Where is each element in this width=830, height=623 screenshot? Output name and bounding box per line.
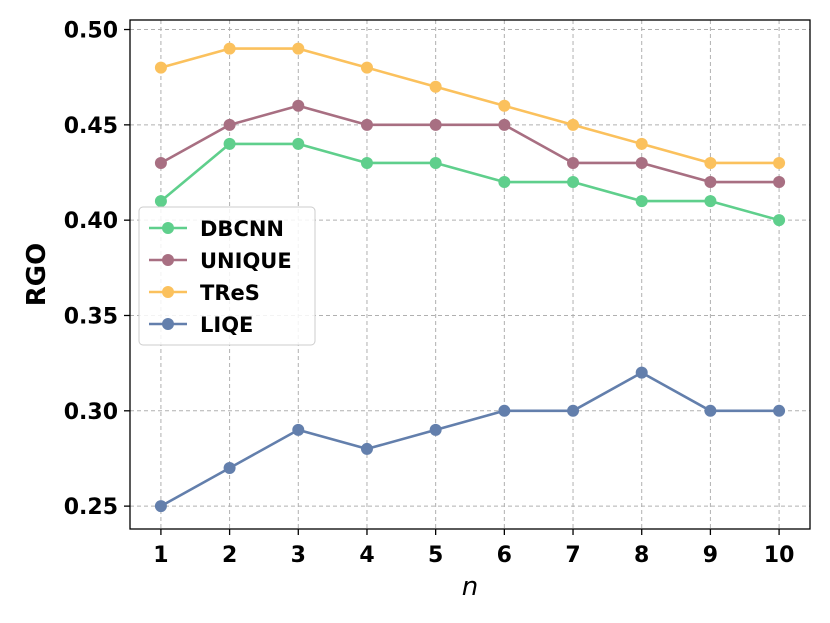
data-point (704, 195, 717, 208)
data-point (704, 176, 717, 189)
legend: DBCNN UNIQUE TReS LIQE (138, 206, 316, 346)
y-axis-label: RGO (22, 243, 52, 306)
data-point (567, 404, 580, 417)
series-line (160, 142, 780, 222)
x-tick-label: 4 (359, 543, 374, 568)
legend-item-dbcnn: DBCNN (149, 217, 284, 241)
legend-marker (162, 286, 174, 298)
data-point (429, 80, 442, 93)
series-liqe (154, 366, 786, 513)
data-point (567, 176, 580, 189)
data-point (635, 195, 648, 208)
data-point (773, 156, 786, 169)
series-unique (154, 99, 786, 189)
x-tick-label: 10 (764, 543, 795, 568)
data-point (429, 118, 442, 131)
legend-marker (162, 318, 174, 330)
series-line (160, 371, 780, 508)
data-point (223, 42, 236, 55)
x-tick-label: 6 (497, 543, 512, 568)
series-line (160, 47, 780, 165)
data-point (292, 99, 305, 112)
legend-label: LIQE (200, 313, 253, 337)
x-tick-label: 1 (153, 543, 168, 568)
legend-marker (162, 222, 174, 234)
data-point (635, 156, 648, 169)
data-point (635, 366, 648, 379)
x-tick-label: 7 (565, 543, 580, 568)
y-tick-label: 0.30 (64, 400, 118, 425)
legend-marker (162, 254, 174, 266)
y-tick-label: 0.35 (64, 304, 118, 329)
legend-item-tres: TReS (149, 281, 260, 305)
data-point (154, 61, 167, 74)
data-point (498, 404, 511, 417)
data-point (773, 214, 786, 227)
data-point (704, 404, 717, 417)
y-tick-label: 0.45 (64, 114, 118, 139)
data-point (429, 156, 442, 169)
legend-item-unique: UNIQUE (149, 249, 292, 273)
series-tres (154, 42, 786, 169)
y-axis: 0.25 0.30 0.35 0.40 0.45 0.50 (64, 19, 130, 520)
data-point (498, 176, 511, 189)
data-point (154, 156, 167, 169)
data-point (567, 118, 580, 131)
data-point (360, 118, 373, 131)
plot-area-frame (129, 19, 811, 530)
y-tick-label: 0.40 (64, 209, 118, 234)
data-point (292, 137, 305, 150)
series-dbcnn (154, 137, 786, 227)
data-point (429, 423, 442, 436)
data-point (292, 42, 305, 55)
legend-item-liqe: LIQE (149, 313, 253, 337)
data-point (223, 461, 236, 474)
data-point (360, 61, 373, 74)
x-axis-label: n (462, 572, 478, 602)
y-tick-label: 0.50 (64, 19, 118, 44)
data-point (360, 442, 373, 455)
data-point (154, 195, 167, 208)
y-tick-label: 0.25 (64, 495, 118, 520)
data-point (223, 137, 236, 150)
x-tick-label: 2 (222, 543, 237, 568)
data-point (498, 99, 511, 112)
series-line (160, 104, 780, 184)
series-layer (154, 42, 786, 513)
data-point (635, 137, 648, 150)
data-point (360, 156, 373, 169)
x-tick-label: 9 (703, 543, 718, 568)
data-point (154, 500, 167, 513)
data-point (223, 118, 236, 131)
data-point (292, 423, 305, 436)
x-tick-label: 5 (428, 543, 443, 568)
legend-box (138, 206, 316, 346)
legend-label: DBCNN (200, 217, 284, 241)
data-point (704, 156, 717, 169)
data-point (567, 156, 580, 169)
legend-label: TReS (200, 281, 260, 305)
data-point (773, 176, 786, 189)
data-point (498, 118, 511, 131)
x-axis: 1 2 3 4 5 6 7 8 9 10 (153, 529, 794, 568)
x-tick-label: 8 (634, 543, 649, 568)
legend-label: UNIQUE (200, 249, 292, 273)
x-tick-label: 3 (291, 543, 306, 568)
data-point (773, 404, 786, 417)
